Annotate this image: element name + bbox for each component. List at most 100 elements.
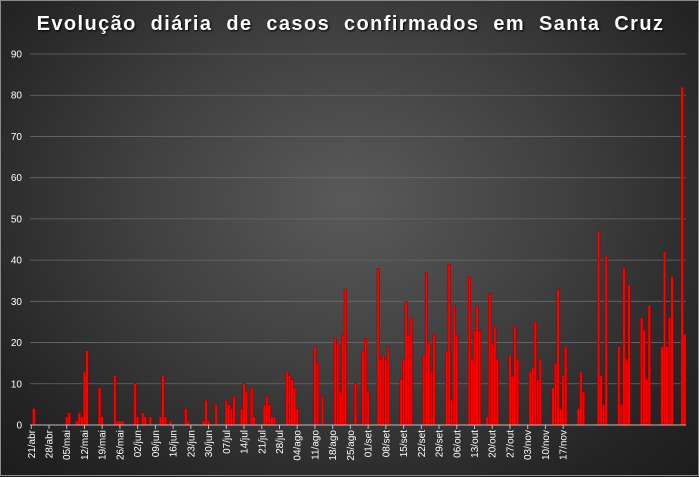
bar bbox=[186, 420, 190, 426]
x-tick-label: 10/nov bbox=[541, 430, 552, 460]
bar bbox=[386, 346, 390, 426]
bar bbox=[272, 416, 276, 426]
y-tick-label: 40 bbox=[11, 256, 23, 267]
bar bbox=[321, 395, 325, 426]
y-tick-label: 10 bbox=[11, 379, 23, 390]
bar bbox=[239, 408, 244, 426]
bar bbox=[229, 408, 233, 426]
bar bbox=[495, 358, 499, 426]
bar bbox=[343, 288, 347, 426]
bar bbox=[485, 416, 489, 426]
bar bbox=[533, 321, 537, 426]
bar bbox=[204, 400, 208, 426]
bar bbox=[427, 342, 431, 426]
bar bbox=[576, 408, 580, 426]
x-tick-label: 17/nov bbox=[559, 430, 570, 460]
x-tick-label: 20/out bbox=[488, 430, 499, 458]
x-tick-label: 29/set bbox=[435, 430, 446, 457]
bar bbox=[422, 354, 426, 426]
bar bbox=[450, 400, 454, 426]
x-tick-label: 09/jun bbox=[151, 430, 162, 457]
bar bbox=[158, 416, 162, 426]
bar bbox=[141, 412, 145, 426]
bar bbox=[118, 420, 122, 426]
bar bbox=[252, 416, 256, 426]
bar bbox=[551, 387, 555, 426]
bar bbox=[65, 416, 69, 426]
bar bbox=[290, 379, 294, 426]
bar bbox=[201, 420, 206, 426]
bar bbox=[513, 325, 517, 426]
x-tick-label: 15/set bbox=[399, 430, 410, 457]
bar bbox=[120, 420, 124, 426]
x-tick-label: 19/mai bbox=[98, 430, 109, 460]
bar bbox=[470, 358, 474, 426]
x-tick-label: 30/jun bbox=[204, 430, 215, 457]
bar bbox=[680, 86, 684, 426]
bar bbox=[622, 268, 626, 426]
chart-title: Evolução diária de casos confirmados em … bbox=[36, 13, 665, 35]
y-tick-label: 70 bbox=[11, 132, 23, 143]
bar bbox=[490, 342, 494, 426]
bar bbox=[379, 358, 383, 426]
x-tick-label: 21/jul bbox=[257, 430, 268, 454]
bar bbox=[313, 346, 317, 426]
bar bbox=[536, 379, 540, 426]
bar bbox=[559, 408, 563, 426]
y-tick-label: 80 bbox=[11, 91, 23, 102]
bar bbox=[262, 404, 266, 426]
bar bbox=[432, 334, 436, 426]
bar bbox=[163, 416, 168, 426]
bar bbox=[670, 276, 674, 426]
bar bbox=[508, 354, 512, 426]
y-tick-label: 30 bbox=[11, 297, 23, 308]
bar bbox=[683, 334, 687, 426]
bar bbox=[224, 400, 228, 426]
bar bbox=[285, 371, 289, 426]
bar bbox=[364, 338, 368, 426]
x-tick-label: 28/abr bbox=[45, 429, 56, 458]
bar bbox=[214, 404, 218, 426]
bar bbox=[77, 412, 81, 426]
x-tick-label: 16/jun bbox=[169, 430, 180, 457]
bar bbox=[113, 375, 117, 426]
bar bbox=[445, 350, 449, 426]
bar bbox=[227, 404, 231, 426]
bar bbox=[136, 416, 140, 426]
x-tick-label: 25/ago bbox=[346, 430, 357, 461]
bar bbox=[642, 329, 646, 426]
x-tick-label: 21/abr bbox=[27, 429, 38, 458]
x-tick-label: 01/set bbox=[364, 430, 375, 457]
x-tick-label: 28/jul bbox=[275, 430, 286, 454]
bar bbox=[627, 284, 631, 426]
x-tick-label: 23/jun bbox=[186, 430, 197, 457]
bar bbox=[467, 276, 471, 426]
bar bbox=[617, 346, 621, 426]
bar bbox=[115, 420, 119, 426]
bar bbox=[242, 383, 246, 426]
bar bbox=[133, 383, 137, 426]
bar bbox=[528, 371, 532, 426]
bar bbox=[407, 334, 411, 426]
bar bbox=[424, 272, 428, 426]
bar bbox=[429, 371, 433, 426]
x-tick-label: 22/set bbox=[417, 430, 428, 457]
bar bbox=[602, 404, 606, 426]
bar bbox=[561, 375, 565, 426]
x-tick-label: 03/nov bbox=[523, 430, 534, 460]
bar bbox=[399, 379, 403, 426]
bar bbox=[381, 354, 385, 426]
bar bbox=[493, 325, 497, 426]
bar bbox=[100, 416, 104, 426]
x-tick-label: 07/jul bbox=[222, 430, 233, 454]
bar bbox=[409, 317, 413, 426]
bar bbox=[232, 395, 236, 426]
bar bbox=[315, 362, 319, 426]
bar bbox=[288, 375, 292, 426]
bar bbox=[455, 334, 459, 426]
bar bbox=[267, 404, 271, 426]
bar bbox=[660, 346, 664, 426]
y-tick-label: 20 bbox=[11, 338, 23, 349]
bar bbox=[295, 408, 299, 426]
